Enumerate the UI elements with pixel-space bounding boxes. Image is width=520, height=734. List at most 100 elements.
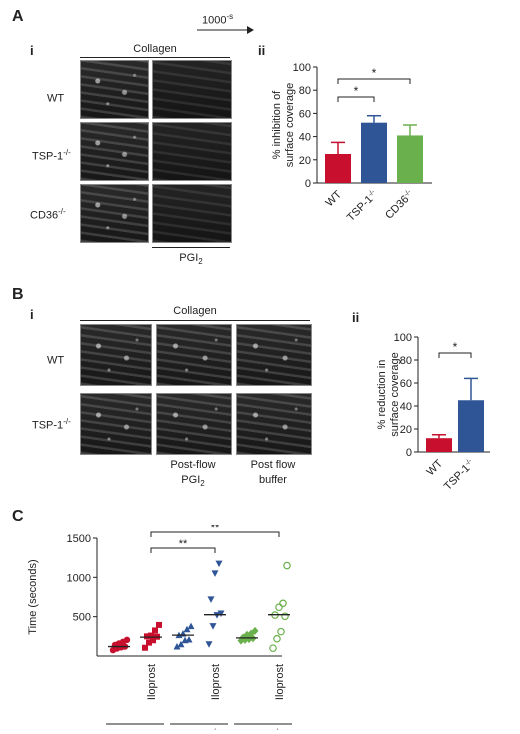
- data-point-g3: [217, 610, 225, 618]
- data-point-g1: [144, 633, 150, 640]
- data-point-g1: [150, 637, 156, 644]
- data-point-g2: [187, 622, 195, 630]
- col-label-b-post-flow-buffer: Post flow buffer: [250, 459, 296, 486]
- data-point-g3: [205, 641, 213, 648]
- data-point-g3: [215, 560, 223, 568]
- significance-bracket: [438, 352, 472, 358]
- treatment-label-g5: Iloprost: [274, 664, 286, 700]
- data-point-g2: [173, 643, 181, 650]
- y-axis-label: % reduction insurface coverage: [376, 352, 401, 436]
- panel-a-ii-label: ii: [258, 43, 266, 58]
- micrograph-a-cd36-collagen: [80, 184, 149, 243]
- bar-0: [426, 438, 452, 452]
- panel-c-label: C: [12, 508, 24, 525]
- bar-0: [325, 154, 351, 183]
- y-tick-label: 20: [400, 424, 412, 436]
- x-tick-label-2: CD36-/-: [383, 188, 417, 222]
- flow-direction-arrow: [197, 26, 254, 34]
- y-tick-label: 1500: [67, 533, 91, 545]
- micrograph-b-tsp-buffer: [236, 393, 312, 455]
- row-label-b-tsp: TSP-1-/-: [32, 417, 71, 432]
- x-tick-label-1: TSP-1-/-: [442, 457, 478, 493]
- data-point-g1: [146, 639, 152, 646]
- panel-b-ii-label: ii: [352, 310, 360, 325]
- significance-bracket: [337, 96, 375, 102]
- y-tick-label: 80: [299, 85, 311, 97]
- chart-c: 500 1000 1500 Time (seconds) Iloprost Ilopros…: [27, 525, 292, 730]
- micrograph-a-wt-collagen: [80, 60, 149, 119]
- x-tick-label-1: TSP-1-/-: [345, 188, 381, 224]
- group-label-1: TSP-1-/-: [180, 729, 218, 730]
- data-point-g1: [142, 644, 148, 651]
- row-label-a-tsp: TSP-1-/-: [32, 148, 71, 163]
- y-tick-label: 100: [394, 332, 412, 344]
- y-tick-label: 20: [299, 155, 311, 167]
- panel-a-i-label: i: [30, 43, 34, 58]
- significance-bracket: [150, 547, 216, 553]
- micrograph-b-wt-collagen: [80, 324, 152, 386]
- data-point-g1: [152, 627, 158, 634]
- chart-a-ii: 0 20 40 60 80 100 WT TSP-1-/- CD36-/- % inhibitio…: [271, 62, 432, 224]
- y-tick-label: 100: [293, 62, 311, 74]
- y-tick-label: 0: [305, 178, 311, 190]
- row-label-b-wt: WT: [47, 354, 65, 367]
- row-label-a-cd36: CD36-/-: [30, 207, 66, 222]
- panel-a-collagen-label: Collagen: [133, 43, 177, 55]
- data-point-g5: [281, 612, 289, 621]
- significance-marker: **: [179, 538, 188, 550]
- significance-marker: **: [211, 525, 220, 534]
- data-point-g5: [273, 634, 281, 643]
- bar-2: [397, 135, 423, 183]
- data-point-g5: [277, 627, 285, 636]
- group-label-2: CD36-/-: [246, 729, 281, 730]
- micrograph-a-tsp-pgi2: [152, 122, 232, 181]
- x-tick-label-0: WT: [324, 188, 345, 209]
- y-tick-label: 500: [73, 612, 91, 624]
- panel-b-i-label: i: [30, 307, 34, 322]
- bar-1: [361, 122, 387, 183]
- data-point-g0: [123, 636, 131, 644]
- data-point-g5: [275, 603, 283, 612]
- col-label-b-post-flow-pgi2: Post-flow PGI2: [170, 459, 216, 489]
- data-point-g1: [148, 632, 154, 639]
- collagen-bracket-b: [80, 320, 310, 321]
- micrograph-a-tsp-collagen: [80, 122, 149, 181]
- x-tick-label-0: WT: [425, 457, 446, 478]
- row-label-a-wt: WT: [47, 92, 65, 105]
- group-label-0: WT: [126, 729, 143, 730]
- pgi2-bracket-a: [152, 247, 230, 248]
- treatment-label-g1: Iloprost: [146, 664, 158, 700]
- data-point-g5: [269, 644, 277, 652]
- significance-marker: *: [453, 340, 458, 354]
- y-axis-label: Time (seconds): [27, 559, 39, 634]
- shear-rate-label: 1000-s: [202, 12, 234, 27]
- micrograph-a-cd36-pgi2: [152, 184, 232, 243]
- data-point-g5: [283, 561, 291, 570]
- micrograph-b-tsp-pgi2: [156, 393, 232, 455]
- data-point-g4: [251, 626, 259, 635]
- panel-b-label: B: [12, 286, 24, 303]
- micrograph-b-wt-buffer: [236, 324, 312, 386]
- y-tick-label: 60: [299, 108, 311, 120]
- y-tick-label: 80: [400, 355, 412, 367]
- y-tick-label: 40: [299, 132, 311, 144]
- data-point-g2: [183, 625, 191, 633]
- data-point-g3: [207, 596, 215, 603]
- significance-bracket: [337, 78, 411, 84]
- data-point-g2: [177, 640, 185, 648]
- y-axis-label: % inhibition ofsurface coverage: [271, 83, 296, 167]
- y-tick-label: 0: [406, 447, 412, 459]
- significance-marker: *: [372, 66, 377, 80]
- data-point-g3: [211, 570, 219, 577]
- data-point-g2: [185, 635, 193, 643]
- y-tick-label: 60: [400, 378, 412, 390]
- data-point-g3: [209, 623, 217, 630]
- y-tick-label: 1000: [67, 572, 91, 584]
- panel-a-label: A: [12, 8, 24, 25]
- data-point-g1: [156, 621, 162, 628]
- panel-b-collagen-label: Collagen: [173, 305, 217, 317]
- y-tick-label: 40: [400, 401, 412, 413]
- data-point-g5: [279, 599, 287, 608]
- significance-marker: *: [354, 84, 359, 98]
